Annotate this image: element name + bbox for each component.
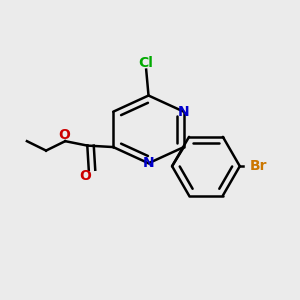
Text: N: N [178, 105, 190, 119]
Text: Cl: Cl [139, 56, 154, 70]
Text: N: N [143, 156, 154, 170]
Text: O: O [58, 128, 70, 142]
Text: Br: Br [250, 159, 268, 173]
Text: O: O [79, 169, 91, 183]
